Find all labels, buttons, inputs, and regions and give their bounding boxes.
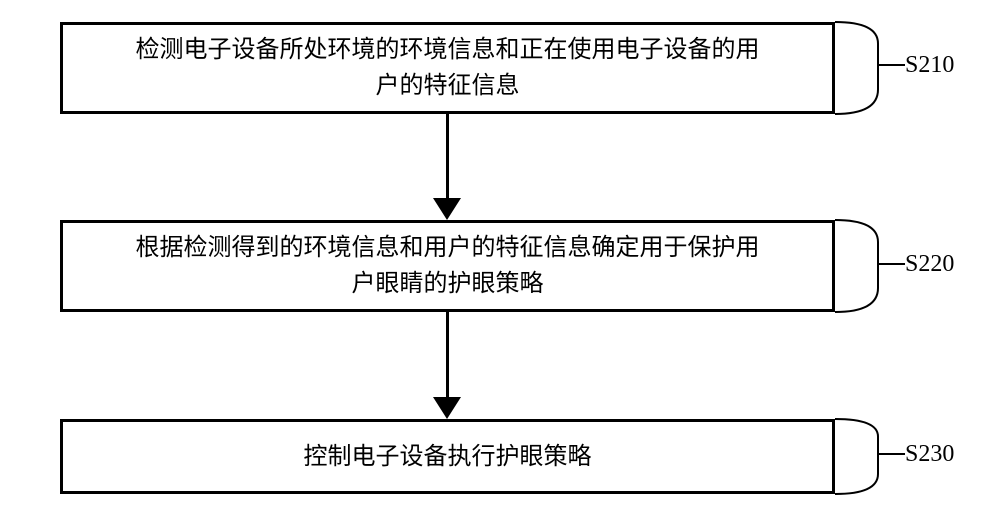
connector-s220 [835, 216, 905, 316]
flow-step-s210: 检测电子设备所处环境的环境信息和正在使用电子设备的用 户的特征信息 [60, 22, 835, 114]
flowchart-canvas: 检测电子设备所处环境的环境信息和正在使用电子设备的用 户的特征信息 S210 根据检… [0, 0, 1000, 517]
arrow-line [446, 312, 449, 397]
arrow-head-icon [433, 397, 461, 419]
connector-s230 [835, 415, 905, 498]
step-label-s210: S210 [905, 52, 954, 79]
flow-step-text: 根据检测得到的环境信息和用户的特征信息确定用于保护用 户眼睛的护眼策略 [136, 230, 760, 302]
flow-step-text: 控制电子设备执行护眼策略 [304, 439, 592, 475]
step-label-s220: S220 [905, 251, 954, 278]
flow-step-text: 检测电子设备所处环境的环境信息和正在使用电子设备的用 户的特征信息 [136, 32, 760, 104]
arrow-head-icon [433, 198, 461, 220]
flow-step-s220: 根据检测得到的环境信息和用户的特征信息确定用于保护用 户眼睛的护眼策略 [60, 220, 835, 312]
arrow-line [446, 114, 449, 198]
connector-s210 [835, 18, 905, 118]
flow-step-s230: 控制电子设备执行护眼策略 [60, 419, 835, 494]
step-label-s230: S230 [905, 441, 954, 468]
